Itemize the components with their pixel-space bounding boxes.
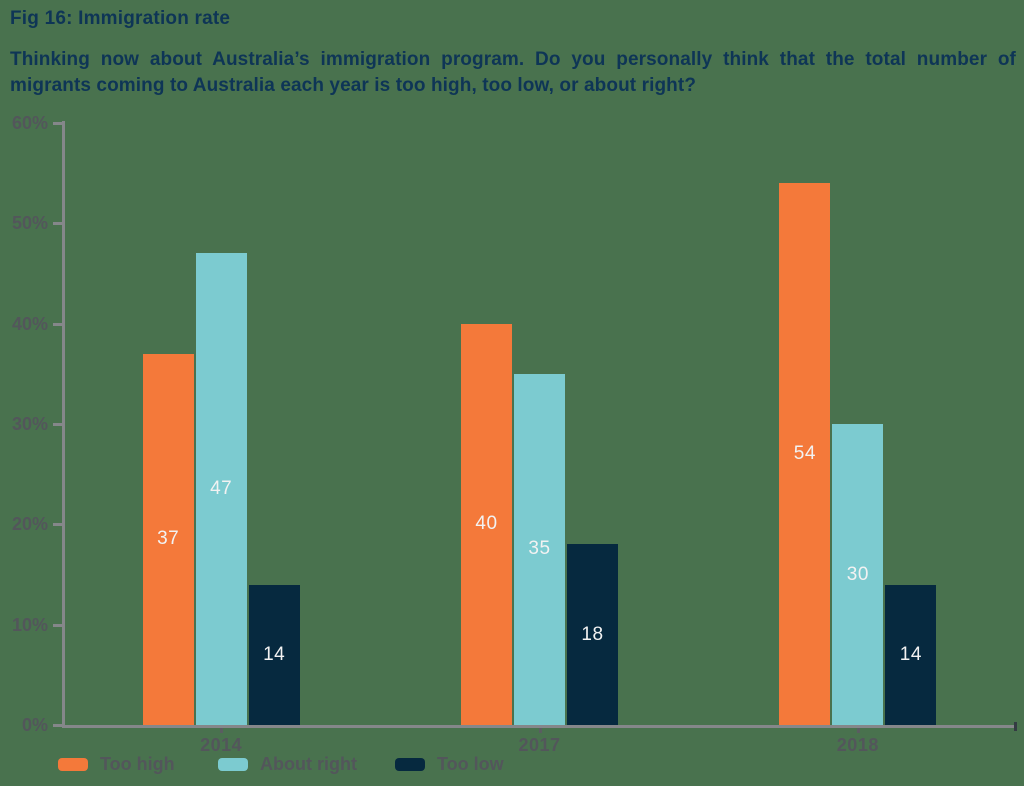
bar-value-label: 54 <box>793 443 816 465</box>
x-axis-end-tick-icon <box>1014 722 1017 731</box>
bar-value-label: 47 <box>210 478 233 500</box>
bar-about-right-2017 <box>514 373 565 725</box>
bar-too-low-2014 <box>248 584 300 725</box>
bar-value-label: 14 <box>263 643 286 665</box>
bar-too-low-2017 <box>567 544 618 725</box>
bar-value-label: 35 <box>528 538 551 560</box>
x-tick-mark <box>220 728 224 733</box>
y-axis-line <box>62 121 65 728</box>
figure-title: Fig 16: Immigration rate <box>10 8 231 29</box>
bar-about-right-2018 <box>832 424 884 725</box>
bar-value-label: 14 <box>899 643 922 665</box>
y-tick-mark <box>53 122 62 125</box>
bar-too-low-2018 <box>885 584 937 725</box>
y-tick-mark <box>53 724 62 727</box>
bar-value-label: 40 <box>475 513 498 535</box>
x-tick-label: 2017 <box>518 735 561 755</box>
y-tick-label: 10% <box>11 614 48 635</box>
y-tick-label: 30% <box>11 414 48 434</box>
y-tick-mark <box>53 523 62 527</box>
bar-value-label: 30 <box>846 563 869 585</box>
y-tick-mark <box>53 222 62 226</box>
y-tick-mark <box>53 623 62 627</box>
bar-value-label: 18 <box>581 623 604 645</box>
y-tick-label: 0% <box>21 715 48 735</box>
bar-too-high-2018 <box>779 183 831 725</box>
bar-too-high-2017 <box>461 323 512 725</box>
y-tick-label: 50% <box>11 213 48 234</box>
bar-value-label: 37 <box>157 528 180 550</box>
y-tick-label: 40% <box>11 313 48 334</box>
y-tick-mark <box>53 322 62 326</box>
x-tick-label: 2018 <box>836 735 879 755</box>
figure-subtitle: Thinking now about Australia’s immigrati… <box>10 49 1016 96</box>
y-tick-label: 20% <box>11 514 48 535</box>
x-tick-mark <box>856 728 860 733</box>
y-tick-mark <box>53 423 62 426</box>
bar-too-high-2014 <box>142 353 194 725</box>
y-tick-label: 60% <box>11 113 48 133</box>
x-tick-label: 2014 <box>200 735 243 755</box>
x-tick-mark <box>538 728 542 733</box>
bar-about-right-2014 <box>195 253 247 725</box>
x-axis-line <box>62 725 1017 728</box>
